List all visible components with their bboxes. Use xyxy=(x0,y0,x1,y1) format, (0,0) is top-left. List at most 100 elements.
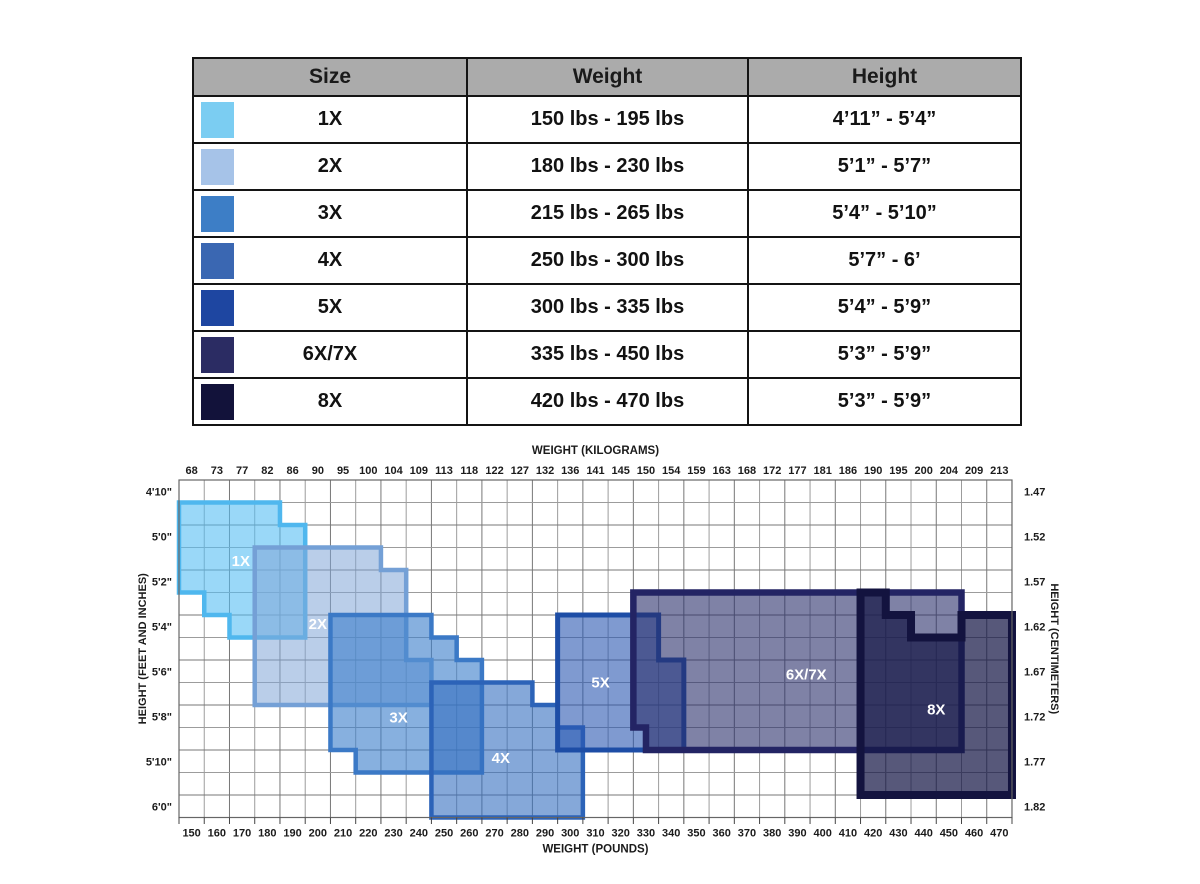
height-cm-tick-label: 1.72 xyxy=(1024,711,1045,723)
size-color-swatch xyxy=(201,148,234,185)
size-color-swatch xyxy=(201,336,234,373)
weight-range-cell: 250 lbs - 300 lbs xyxy=(466,236,749,285)
height-cm-tick-label: 1.67 xyxy=(1024,666,1045,678)
size-table-row-3x: 3X 215 lbs - 265 lbs 5’4” - 5’10” xyxy=(192,189,1022,238)
height-range-cell: 5’1” - 5’7” xyxy=(747,142,1022,191)
kg-tick-label: 154 xyxy=(662,465,681,477)
size-label: 4X xyxy=(317,249,343,271)
size-label: 3X xyxy=(317,202,343,224)
kg-tick-label: 100 xyxy=(359,465,377,477)
size-color-swatch xyxy=(201,242,234,279)
kg-tick-label: 200 xyxy=(914,465,932,477)
kg-tick-label: 190 xyxy=(864,465,882,477)
size-table-row-1x: 1X 150 lbs - 195 lbs 4’11” - 5’4” xyxy=(192,95,1022,144)
region-label-2x: 2X xyxy=(309,616,327,633)
lbs-tick-label: 470 xyxy=(990,828,1008,840)
kg-tick-label: 109 xyxy=(410,465,428,477)
region-label-6x-7x: 6X/7X xyxy=(786,667,827,684)
region-label-3x: 3X xyxy=(389,709,407,726)
bottom-axis-title: WEIGHT (POUNDS) xyxy=(542,844,648,856)
plot-border xyxy=(178,479,1013,819)
kg-tick-label: 159 xyxy=(687,465,705,477)
kg-tick-label: 204 xyxy=(940,465,959,477)
lbs-tick-label: 320 xyxy=(612,828,630,840)
kg-tick-label: 73 xyxy=(211,465,223,477)
kg-tick-label: 118 xyxy=(460,465,478,477)
height-range-cell: 5’3” - 5’9” xyxy=(747,330,1022,379)
height-cm-tick-label: 1.77 xyxy=(1024,756,1045,768)
region-label-4x: 4X xyxy=(492,750,510,767)
kg-tick-label: 172 xyxy=(763,465,781,477)
weight-height-chart-svg: 1X 2X 3X 4X 5X 6X/7X 8X 68 73 77 82 86 90 95 100 104 109… xyxy=(137,445,1060,856)
kg-tick-label: 104 xyxy=(384,465,403,477)
size-table-header-height: Height xyxy=(747,57,1022,97)
height-ftin-tick-label: 5'10" xyxy=(146,756,172,768)
kg-tick-label: 145 xyxy=(612,465,630,477)
lbs-tick-label: 280 xyxy=(511,828,529,840)
lbs-tick-label: 420 xyxy=(864,828,882,840)
size-label: 8X xyxy=(317,390,343,412)
kg-tick-label: 195 xyxy=(889,465,907,477)
lbs-tick-label: 290 xyxy=(536,828,554,840)
size-cell: 8X xyxy=(192,377,468,426)
size-color-swatch xyxy=(201,289,234,326)
height-range-cell: 4’11” - 5’4” xyxy=(747,95,1022,144)
kg-tick-label: 127 xyxy=(511,465,529,477)
size-label: 6X/7X xyxy=(302,343,358,365)
height-range-cell: 5’7” - 6’ xyxy=(747,236,1022,285)
size-cell: 2X xyxy=(192,142,468,191)
height-cm-tick-label: 1.62 xyxy=(1024,621,1045,633)
lbs-tick-label: 410 xyxy=(839,828,857,840)
kg-tick-label: 136 xyxy=(561,465,579,477)
lbs-tick-label: 250 xyxy=(435,828,453,840)
lbs-tick-label: 340 xyxy=(662,828,680,840)
size-color-swatch xyxy=(201,195,234,232)
lbs-tick-label: 240 xyxy=(410,828,428,840)
weight-height-chart: 1X 2X 3X 4X 5X 6X/7X 8X 68 73 77 82 86 90 95 100 104 109… xyxy=(130,440,1070,864)
region-label-5x: 5X xyxy=(591,675,609,692)
lbs-tick-label: 270 xyxy=(485,828,503,840)
lbs-tick-label: 150 xyxy=(182,828,200,840)
height-ftin-tick-label: 5'0" xyxy=(152,531,172,543)
height-cm-tick-label: 1.57 xyxy=(1024,576,1045,588)
kg-tick-label: 163 xyxy=(713,465,731,477)
kg-tick-label: 168 xyxy=(738,465,756,477)
weight-range-cell: 335 lbs - 450 lbs xyxy=(466,330,749,379)
lbs-tick-label: 160 xyxy=(208,828,226,840)
kg-tick-label: 82 xyxy=(261,465,273,477)
kg-tick-label: 213 xyxy=(990,465,1008,477)
right-axis-title: HEIGHT (CENTIMETERS) xyxy=(1048,583,1060,714)
weight-range-cell: 180 lbs - 230 lbs xyxy=(466,142,749,191)
size-cell: 4X xyxy=(192,236,468,285)
height-ftin-tick-label: 5'4" xyxy=(152,621,172,633)
region-8x xyxy=(856,588,1016,799)
height-ftin-tick-label: 5'2" xyxy=(152,576,172,588)
lbs-tick-label: 190 xyxy=(283,828,301,840)
kg-tick-label: 141 xyxy=(586,465,604,477)
kg-tick-label: 77 xyxy=(236,465,248,477)
lbs-tick-label: 430 xyxy=(889,828,907,840)
lbs-tick-label: 370 xyxy=(738,828,756,840)
region-label-1x: 1X xyxy=(232,553,250,570)
size-table-row-5x: 5X 300 lbs - 335 lbs 5’4” - 5’9” xyxy=(192,283,1022,332)
size-table-header-size: Size xyxy=(192,57,468,97)
kg-tick-label: 68 xyxy=(185,465,197,477)
size-table-head: Size Weight Height xyxy=(192,57,1022,97)
lbs-tick-label: 180 xyxy=(258,828,276,840)
height-cm-tick-label: 1.52 xyxy=(1024,531,1045,543)
lbs-tick-label: 220 xyxy=(359,828,377,840)
left-axis-title: HEIGHT (FEET AND INCHES) xyxy=(137,573,149,724)
kg-tick-label: 209 xyxy=(965,465,983,477)
lbs-tick-label: 380 xyxy=(763,828,781,840)
size-table-row-6x-7x: 6X/7X 335 lbs - 450 lbs 5’3” - 5’9” xyxy=(192,330,1022,379)
weight-range-cell: 150 lbs - 195 lbs xyxy=(466,95,749,144)
height-cm-tick-label: 1.47 xyxy=(1024,486,1045,498)
height-range-cell: 5’3” - 5’9” xyxy=(747,377,1022,426)
lbs-tick-label: 460 xyxy=(965,828,983,840)
height-range-cell: 5’4” - 5’9” xyxy=(747,283,1022,332)
lbs-tick-label: 350 xyxy=(687,828,705,840)
kg-tick-label: 132 xyxy=(536,465,554,477)
lbs-tick-label: 400 xyxy=(813,828,831,840)
height-ftin-tick-label: 4'10" xyxy=(146,486,172,498)
